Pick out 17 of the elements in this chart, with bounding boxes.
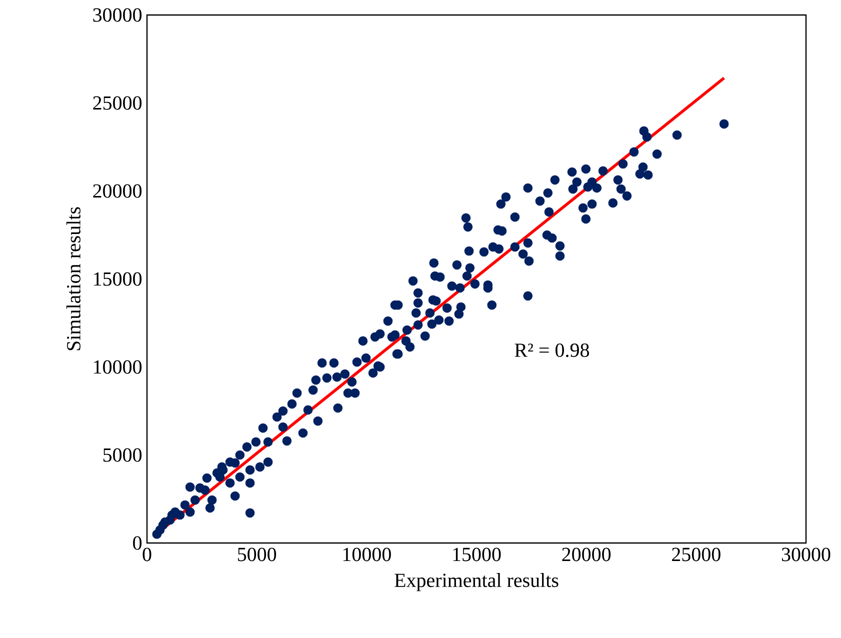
y-tick-label: 30000 [93,8,142,22]
annotation: R² = 0.98 [514,343,590,358]
x-tick-label: 25000 [672,548,720,562]
x-axis-title: Experimental results [394,573,558,592]
y-tick-label: 10000 [94,360,142,374]
x-tick-label: 20000 [562,548,611,562]
x-tick-label: 15000 [453,548,501,562]
x-tick-label: 30000 [782,548,830,562]
y-tick-label: 15000 [94,272,142,286]
x-tick-label: 0 [142,548,152,562]
y-tick-label: 0 [133,536,142,550]
y-axis-title: Simulation results [66,207,80,350]
y-tick-label: 5000 [103,448,142,462]
x-tick-label: 10000 [343,548,391,562]
y-tick-label: 25000 [93,96,142,110]
y-tick-label: 20000 [93,184,142,198]
x-tick-label: 5000 [238,548,276,562]
